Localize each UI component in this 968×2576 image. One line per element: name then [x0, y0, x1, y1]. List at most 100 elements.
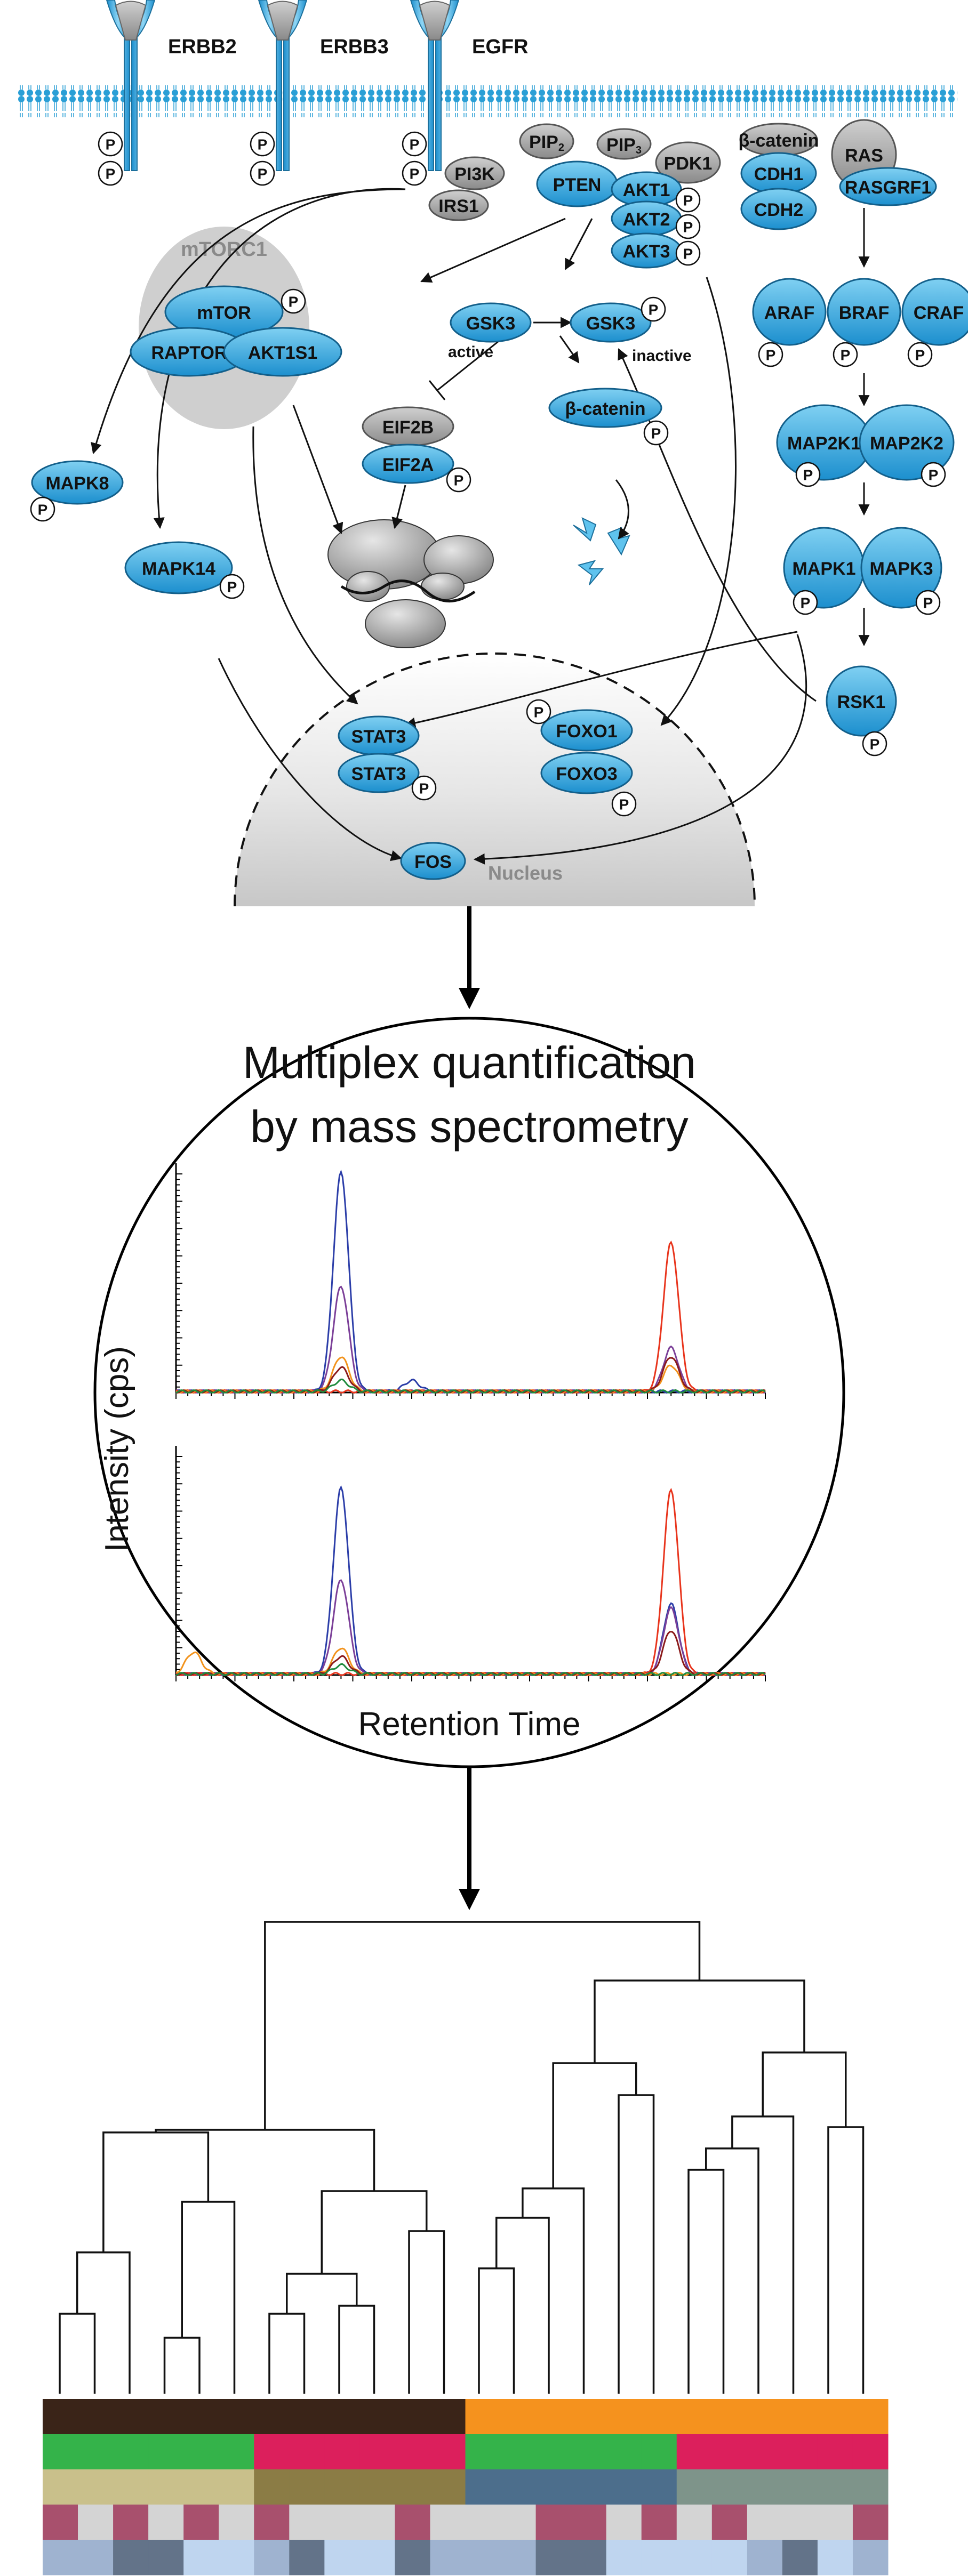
heatmap-cell [254, 2540, 290, 2575]
heatmap-cell [359, 2434, 395, 2470]
svg-text:AKT1: AKT1 [623, 180, 670, 200]
heatmap-cell [782, 2469, 818, 2505]
heatmap-cell [500, 2505, 537, 2540]
heatmap-cell [606, 2469, 642, 2505]
heatmap-cell [289, 2540, 325, 2575]
dendrogram-link [321, 2190, 428, 2274]
heatmap-cell [465, 2399, 501, 2435]
svg-text:RASGRF1: RASGRF1 [845, 178, 931, 198]
heatmap-cell [535, 2434, 572, 2470]
quant-y-axis-label: Intensity (cps) [99, 1346, 135, 1552]
svg-text:STAT3: STAT3 [351, 727, 406, 747]
heatmap-cell [289, 2399, 325, 2435]
heatmap-cell [43, 2505, 78, 2540]
svg-text:P: P [106, 136, 116, 153]
phospho-site: P [675, 214, 701, 239]
heatmap-cell [78, 2434, 114, 2470]
mass-spec-panel: Multiplex quantification by mass spectro… [93, 1017, 845, 1768]
dendrogram-link [59, 2313, 96, 2394]
dendrogram-link [286, 2273, 358, 2314]
svg-text:P: P [410, 166, 420, 182]
dendrogram-link [76, 2251, 131, 2394]
heatmap-cell [254, 2434, 290, 2470]
heatmap-cell [324, 2469, 360, 2505]
protein-pip3: PIP3 [596, 128, 652, 160]
dendrogram-link [522, 2187, 585, 2394]
phospho-site: P [98, 160, 123, 186]
phospho-site: P [675, 187, 701, 213]
heatmap-cell [78, 2469, 114, 2505]
receptor-erbb3: ERBB3 PP [250, 0, 389, 186]
svg-text:P: P [619, 796, 629, 813]
quant-title-line1: Multiplex quantification [243, 1037, 696, 1088]
phospho-site: P [611, 791, 637, 817]
heatmap-cell [359, 2505, 395, 2540]
heatmap-cell [465, 2505, 501, 2540]
heatmap-cell [606, 2505, 642, 2540]
protein-akt1s1: AKT1S1 [223, 327, 342, 377]
heatmap-cell [78, 2540, 114, 2575]
svg-text:IRS1: IRS1 [438, 196, 479, 216]
heatmap-cell [571, 2540, 607, 2575]
protein-mapk1: MAPK1 P [783, 527, 865, 615]
heatmap-cell [571, 2399, 607, 2435]
phospho-site: P [643, 420, 669, 446]
heatmap-cell [535, 2399, 572, 2435]
phospho-site: P [281, 288, 306, 314]
heatmap-cell [641, 2540, 677, 2575]
svg-text:AKT3: AKT3 [623, 241, 670, 262]
heatmap-cell [148, 2399, 184, 2435]
quant-x-axis-label: Retention Time [358, 1706, 581, 1743]
heatmap-cell [395, 2505, 430, 2540]
heatmap-cell [817, 2399, 853, 2435]
dendrogram-link [495, 2217, 550, 2394]
heatmap-cell [395, 2469, 430, 2505]
phospho-site: P [758, 342, 783, 367]
heatmap-cell [183, 2469, 219, 2505]
hierarchical-clustering-dendrogram [59, 1921, 865, 2394]
svg-text:P: P [38, 502, 48, 518]
protein-rasgrf1: RASGRF1 [839, 167, 937, 206]
svg-text:P: P [870, 736, 880, 753]
heatmap-cell [148, 2540, 184, 2575]
protein-catenin_top: β-catenin [738, 123, 819, 157]
heatmap-cell [395, 2540, 430, 2575]
heatmap-cell [852, 2540, 889, 2575]
dendrogram-link [264, 1921, 701, 2130]
heatmap-cell [395, 2399, 430, 2435]
heatmap-cell [430, 2434, 466, 2470]
dendrogram-link [102, 2131, 210, 2252]
heatmap-cell [571, 2434, 607, 2470]
heatmap-cell [606, 2540, 642, 2575]
svg-text:P: P [683, 219, 693, 236]
heatmap-cell [852, 2399, 889, 2435]
protein-mapk14: MAPK14 P [124, 541, 245, 599]
svg-text:PTEN: PTEN [553, 175, 602, 195]
sample-annotation-heatmap [43, 2399, 889, 2575]
chromatogram-trace [175, 1378, 766, 1394]
protein-gsk3_inactive: GSK3 P [570, 296, 666, 343]
dendrogram-link [338, 2305, 375, 2394]
heatmap-cell [254, 2505, 290, 2540]
heatmap-cell [817, 2505, 853, 2540]
protein-braf: BRAF P [827, 278, 901, 367]
protein-pip2: PIP2 [519, 123, 574, 159]
dendrogram-link [181, 2201, 236, 2394]
svg-text:GSK3: GSK3 [586, 313, 636, 334]
heatmap-cell [219, 2540, 254, 2575]
heatmap-cell [641, 2434, 677, 2470]
protein-beta_catenin: β-catenin P [548, 388, 669, 446]
svg-text:P: P [258, 136, 268, 153]
svg-text:P: P [419, 780, 429, 797]
phospho-site: P [402, 131, 427, 157]
heatmap-cell [113, 2505, 149, 2540]
chromatogram-trace [175, 1356, 766, 1394]
svg-text:STAT3: STAT3 [351, 764, 406, 784]
heatmap-cell [183, 2434, 219, 2470]
phospho-site: P [795, 462, 821, 487]
dendrogram-link [594, 1979, 805, 2063]
heatmap-cell [711, 2434, 748, 2470]
